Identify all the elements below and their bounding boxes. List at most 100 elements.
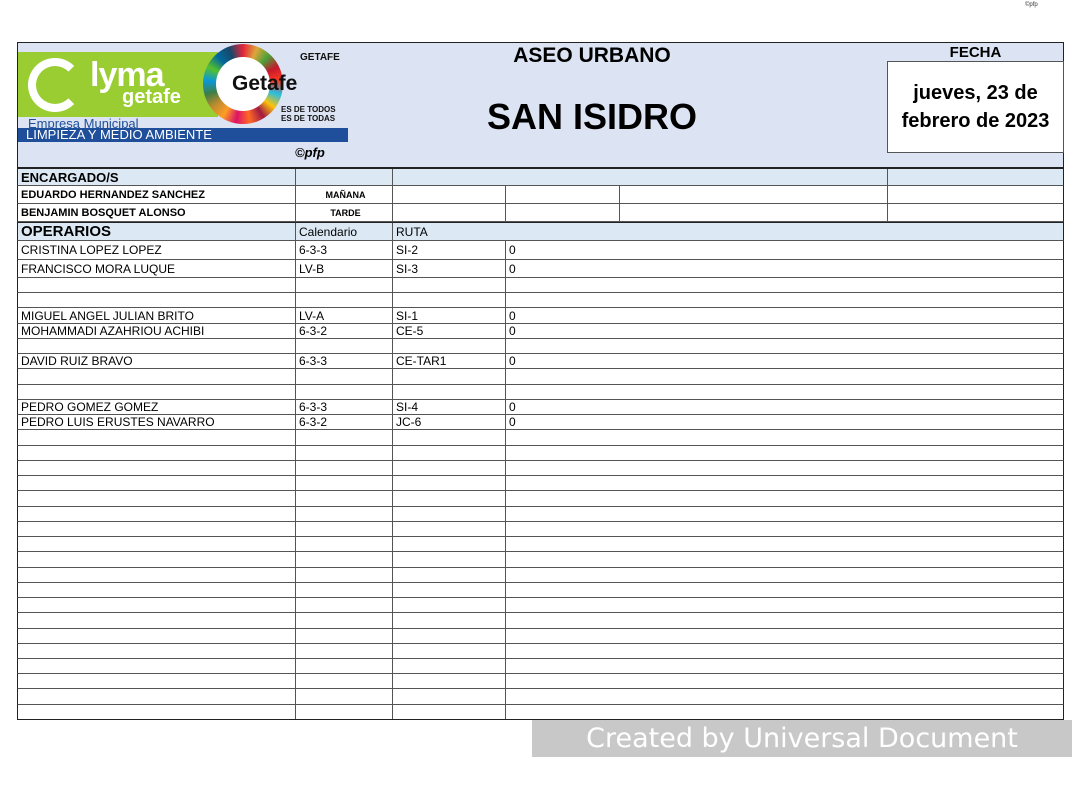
operario-route: JC-6 xyxy=(393,415,506,430)
operario-calendar xyxy=(296,521,393,537)
cell xyxy=(393,204,506,221)
swirl-icon xyxy=(28,58,82,112)
encargado-row: BENJAMIN BOSQUET ALONSO TARDE xyxy=(17,204,1064,222)
operario-route xyxy=(393,613,506,628)
operario-name xyxy=(18,582,296,598)
operario-route xyxy=(393,598,506,613)
operario-calendar: 6-3-3 xyxy=(296,399,393,415)
operario-route xyxy=(393,491,506,506)
operario-name xyxy=(18,674,296,689)
operario-route xyxy=(393,445,506,460)
operario-route xyxy=(393,537,506,552)
operario-value xyxy=(506,583,1063,597)
table-row xyxy=(17,476,1064,492)
table-row xyxy=(17,384,1064,400)
operario-value xyxy=(506,278,1063,292)
table-row: DAVID RUIZ BRAVO 6-3-3 CE-TAR1 0 xyxy=(17,354,1064,370)
operario-route xyxy=(393,369,506,384)
table-row xyxy=(17,628,1064,644)
operario-calendar xyxy=(296,445,393,460)
operario-name: MIGUEL ANGEL JULIAN BRITO xyxy=(18,308,296,323)
logo-brand-sub: getafe xyxy=(122,86,181,108)
operario-name xyxy=(18,369,296,384)
operario-route xyxy=(393,567,506,582)
operarios-label: OPERARIOS xyxy=(18,223,296,240)
operario-value: 0 xyxy=(509,261,516,276)
route-header: RUTA xyxy=(396,224,428,239)
encargados-label: ENCARGADO/S xyxy=(18,169,296,185)
operario-value xyxy=(506,507,1063,521)
operario-value xyxy=(506,568,1063,582)
table-row xyxy=(17,521,1064,538)
cell xyxy=(620,186,888,203)
operario-value xyxy=(506,461,1063,475)
operario-value xyxy=(506,689,1063,703)
table-row xyxy=(17,643,1064,659)
table-row xyxy=(17,598,1064,614)
operario-calendar xyxy=(296,537,393,552)
table-row xyxy=(17,659,1064,675)
table-row xyxy=(17,338,1064,355)
operario-name xyxy=(18,643,296,658)
company-label: Empresa Municipal xyxy=(28,116,139,131)
operario-value xyxy=(506,659,1063,673)
operario-value: 0 xyxy=(509,400,516,415)
operario-value xyxy=(506,522,1063,536)
table-row xyxy=(17,293,1064,309)
operario-name xyxy=(18,445,296,460)
operario-value xyxy=(506,430,1063,444)
operario-calendar xyxy=(296,491,393,506)
encargado-shift: MAÑANA xyxy=(296,186,393,203)
operario-value xyxy=(506,552,1063,566)
operario-calendar xyxy=(296,613,393,628)
operario-route xyxy=(393,628,506,643)
logo-brand: lyma xyxy=(90,56,164,94)
encargados-header: ENCARGADO/S xyxy=(17,168,1064,186)
department-label: LIMPIEZA Y MEDIO AMBIENTE xyxy=(18,128,348,142)
operario-calendar xyxy=(296,628,393,643)
operario-calendar xyxy=(296,430,393,445)
operario-name xyxy=(18,476,296,491)
operario-value: 0 xyxy=(509,243,516,257)
watermark: Created by Universal Document Converter xyxy=(532,720,1072,791)
operario-route: SI-2 xyxy=(393,241,506,259)
operario-name xyxy=(18,506,296,521)
encargado-shift: TARDE xyxy=(296,204,393,221)
ayuntamiento-label: GETAFE xyxy=(300,52,340,63)
operario-name xyxy=(18,491,296,506)
operario-value: 0 xyxy=(509,415,516,430)
operario-route xyxy=(393,521,506,537)
operario-calendar: LV-A xyxy=(296,308,393,323)
operario-calendar xyxy=(296,278,393,293)
operario-name: PEDRO GOMEZ GOMEZ xyxy=(18,399,296,415)
operario-route xyxy=(393,278,506,293)
operario-value xyxy=(506,476,1063,490)
operario-name xyxy=(18,659,296,674)
operario-name xyxy=(18,278,296,293)
sdg-wheel-center xyxy=(216,57,270,111)
table-row xyxy=(17,369,1064,385)
operario-calendar: 6-3-3 xyxy=(296,354,393,369)
operario-name xyxy=(18,430,296,445)
operario-calendar xyxy=(296,674,393,689)
operario-route xyxy=(393,582,506,598)
table-row xyxy=(17,460,1064,477)
cell xyxy=(393,169,888,185)
operario-route xyxy=(393,430,506,445)
operario-calendar xyxy=(296,643,393,658)
logo-copyright: ©pfp xyxy=(295,145,325,160)
operario-route xyxy=(393,506,506,521)
operario-value xyxy=(506,369,1063,383)
operario-name xyxy=(18,384,296,399)
operario-calendar xyxy=(296,476,393,491)
operario-calendar xyxy=(296,567,393,582)
cell xyxy=(888,169,1063,185)
operario-value xyxy=(506,598,1063,612)
operario-value xyxy=(506,613,1063,627)
operario-name: DAVID RUIZ BRAVO xyxy=(18,354,296,369)
operario-route xyxy=(393,674,506,689)
operario-value xyxy=(506,629,1063,643)
operario-calendar: 6-3-2 xyxy=(296,415,393,430)
operario-name xyxy=(18,460,296,476)
table-row xyxy=(17,278,1064,294)
